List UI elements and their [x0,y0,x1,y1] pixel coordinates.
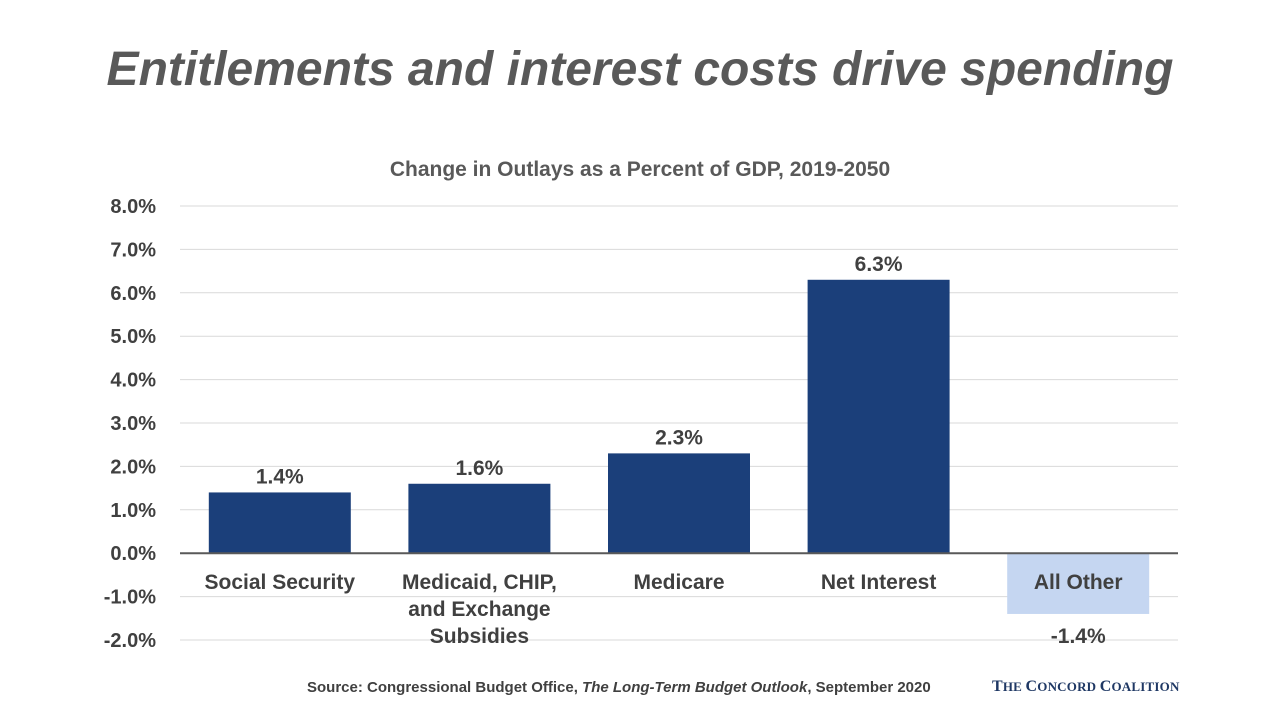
logo-text-t: T [992,678,1003,695]
data-label: 2.3% [655,426,703,449]
data-label: 6.3% [855,253,903,276]
logo-text-c1: C [1025,678,1038,695]
y-tick-label: 3.0% [110,413,156,435]
logo-text-c2: C [1099,678,1112,695]
category-label: Medicare [633,571,724,594]
y-tick-label: 8.0% [110,196,156,218]
y-tick-label: -2.0% [104,630,156,652]
source-suffix: , September 2020 [807,679,931,696]
bar [208,492,351,554]
source-title: The Long-Term Budget Outlook [582,679,808,696]
y-tick-label: 1.0% [110,500,156,522]
category-label: Medicaid, CHIP, [402,571,557,594]
category-label: All Other [1034,571,1123,594]
y-tick-label: 6.0% [110,283,156,305]
chart-title: Change in Outlays as a Percent of GDP, 2… [389,158,891,181]
y-tick-label: -1.0% [104,587,156,609]
bar [408,483,551,554]
source-prefix: Source: Congressional Budget Office, [307,679,583,696]
logo-text-oalition: OALITION [1111,679,1180,694]
bar [608,453,750,554]
y-tick-label: 5.0% [110,326,156,348]
category-label: Subsidies [430,625,529,648]
data-label: -1.4% [1051,625,1106,648]
logo-text-oncord: ONCORD [1037,679,1100,694]
y-tick-label: 0.0% [110,543,156,565]
category-label: Social Security [205,571,356,594]
category-label: and Exchange [408,598,550,621]
source-note: Source: Congressional Budget Office, The… [307,679,931,696]
y-tick-label: 7.0% [110,239,156,261]
y-tick-label: 4.0% [110,370,156,392]
data-label: 1.6% [455,457,503,480]
slide-headline: Entitlements and interest costs drive sp… [106,43,1174,96]
logo-text-he: HE [1002,679,1026,694]
data-label: 1.4% [256,465,304,488]
bar [1007,553,1150,614]
bar [807,279,950,554]
concord-coalition-logo: THE CONCORD COALITION [992,678,1180,696]
y-tick-label: 2.0% [110,456,156,478]
category-label: Net Interest [821,571,937,594]
